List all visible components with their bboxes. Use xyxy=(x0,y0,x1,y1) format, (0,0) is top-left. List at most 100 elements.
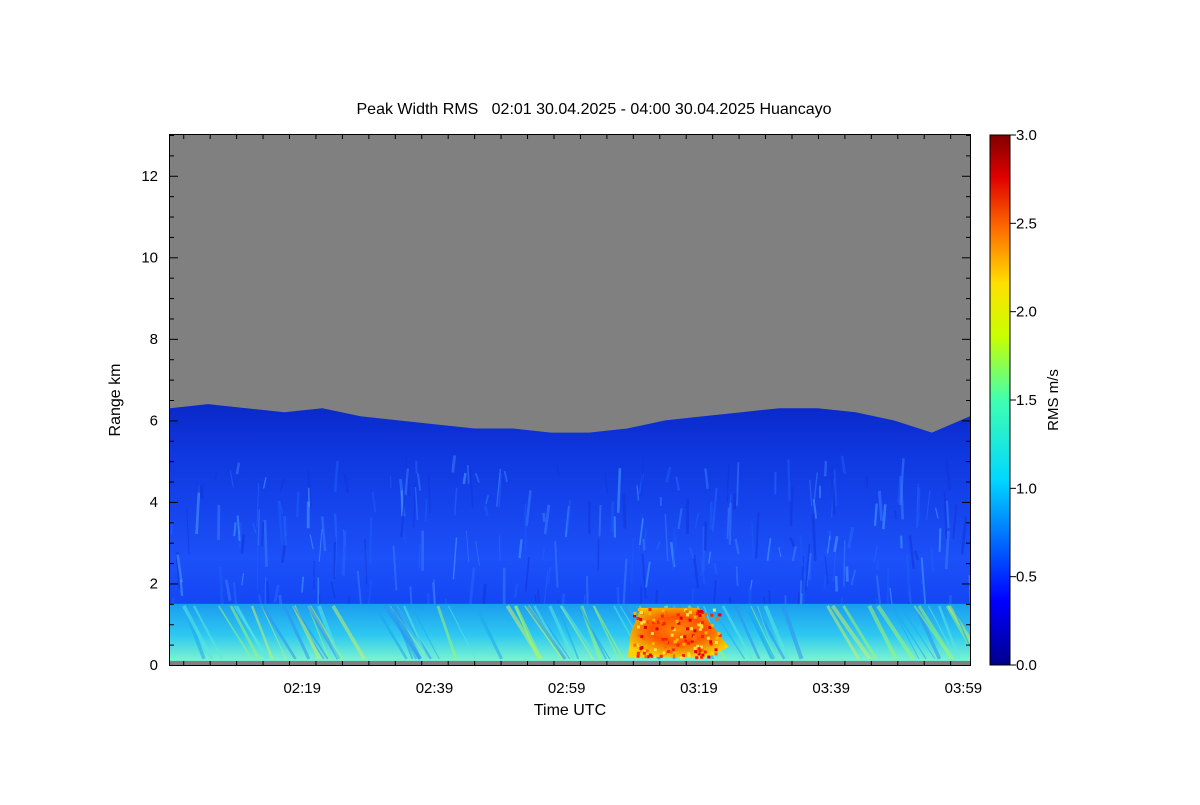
texture-streak xyxy=(468,465,469,484)
texture-streak xyxy=(485,506,487,516)
high-rms-speck xyxy=(662,638,665,641)
texture-streak xyxy=(265,520,267,567)
high-rms-speck xyxy=(637,652,640,655)
texture-streak xyxy=(335,514,336,537)
y-tick-label: 0 xyxy=(150,657,158,674)
texture-streak xyxy=(847,567,848,582)
high-rms-speck xyxy=(700,610,703,613)
high-rms-speck xyxy=(704,613,707,616)
x-tick-label: 02:39 xyxy=(416,680,454,697)
high-rms-speck xyxy=(679,633,682,636)
texture-streak xyxy=(258,510,259,546)
texture-streak xyxy=(844,541,845,587)
high-rms-speck xyxy=(694,629,697,632)
high-rms-speck xyxy=(694,650,697,653)
high-rms-speck xyxy=(639,647,642,650)
texture-streak xyxy=(419,544,420,569)
texture-streak xyxy=(234,522,235,536)
y-tick-label: 6 xyxy=(150,412,158,429)
texture-streak xyxy=(302,577,303,593)
texture-streak xyxy=(643,539,644,551)
high-rms-speck xyxy=(715,652,718,655)
texture-streak xyxy=(464,473,466,484)
texture-streak xyxy=(895,510,896,519)
colorbar-tick-label: 2.5 xyxy=(1016,215,1037,232)
high-rms-speck xyxy=(699,614,702,617)
y-tick-label: 2 xyxy=(150,575,158,592)
high-rms-speck xyxy=(660,655,663,658)
high-rms-speck xyxy=(654,648,657,651)
high-rms-speck xyxy=(652,642,655,645)
high-rms-speck xyxy=(718,613,721,616)
texture-streak xyxy=(285,516,286,545)
high-rms-speck xyxy=(701,621,704,624)
texture-streak xyxy=(525,504,526,551)
y-tick-label: 4 xyxy=(150,494,158,511)
high-rms-speck xyxy=(684,639,687,642)
high-rms-speck xyxy=(640,635,643,638)
texture-streak xyxy=(618,468,620,513)
high-rms-speck xyxy=(689,611,692,614)
texture-streak xyxy=(878,560,879,570)
high-rms-speck xyxy=(637,626,640,629)
high-rms-speck xyxy=(644,645,647,648)
colorbar-tick-label: 1.5 xyxy=(1016,392,1037,409)
texture-streak xyxy=(836,576,837,592)
colorbar-scale xyxy=(990,135,1010,665)
high-rms-speck xyxy=(673,640,676,643)
high-rms-speck xyxy=(694,616,697,619)
y-tick-label: 8 xyxy=(150,331,158,348)
high-rms-speck xyxy=(709,640,712,643)
x-tick-label: 03:59 xyxy=(945,680,983,697)
chart-title: Peak Width RMS 02:01 30.04.2025 - 04:00 … xyxy=(357,101,832,118)
texture-streak xyxy=(737,567,738,586)
colorbar-tick-label: 3.0 xyxy=(1016,127,1037,144)
high-rms-speck xyxy=(707,637,710,640)
colorbar-ticks: 0.00.51.01.52.02.53.0 xyxy=(1010,127,1037,674)
high-rms-speck xyxy=(698,647,701,650)
high-rms-speck xyxy=(689,619,692,622)
high-rms-speck xyxy=(640,622,643,625)
high-rms-speck xyxy=(637,655,640,658)
colorbar-label: RMS m/s xyxy=(1045,369,1062,431)
high-rms-speck xyxy=(691,638,694,641)
high-rms-speck xyxy=(661,615,664,618)
x-tick-label: 03:19 xyxy=(680,680,718,697)
high-rms-speck xyxy=(644,626,647,629)
high-rms-speck xyxy=(636,617,639,620)
high-rms-speck xyxy=(715,641,718,644)
high-rms-speck xyxy=(705,631,708,634)
texture-streak xyxy=(730,503,731,545)
high-rms-speck xyxy=(639,618,642,621)
high-rms-speck xyxy=(676,620,679,623)
texture-streak xyxy=(734,493,735,509)
texture-streak xyxy=(705,522,706,551)
high-rms-speck xyxy=(686,627,689,630)
high-rms-speck xyxy=(704,651,707,654)
high-rms-speck xyxy=(663,651,666,654)
high-rms-speck xyxy=(713,609,716,612)
high-rms-speck xyxy=(652,619,655,622)
texture-streak xyxy=(791,487,793,526)
high-rms-speck xyxy=(664,646,667,649)
high-rms-speck xyxy=(694,647,697,650)
high-rms-speck xyxy=(717,632,720,635)
high-rms-speck xyxy=(698,634,701,637)
texture-streak xyxy=(600,505,601,536)
high-rms-speck xyxy=(645,655,648,658)
high-rms-speck xyxy=(711,624,714,627)
high-rms-speck xyxy=(707,656,710,659)
x-tick-label: 02:59 xyxy=(548,680,586,697)
high-rms-speck xyxy=(680,645,683,648)
colorbar-tick-label: 2.0 xyxy=(1016,304,1037,321)
colorbar-tick-label: 1.0 xyxy=(1016,480,1037,497)
high-rms-speck xyxy=(653,655,656,658)
high-rms-speck xyxy=(648,621,651,624)
high-rms-speck xyxy=(656,627,659,630)
high-rms-speck xyxy=(690,627,693,630)
colorbar-tick-label: 0.5 xyxy=(1016,569,1037,586)
high-rms-speck xyxy=(634,644,637,647)
high-rms-speck xyxy=(685,610,688,613)
high-rms-speck xyxy=(651,632,654,635)
y-axis-label: Range km xyxy=(107,364,124,437)
